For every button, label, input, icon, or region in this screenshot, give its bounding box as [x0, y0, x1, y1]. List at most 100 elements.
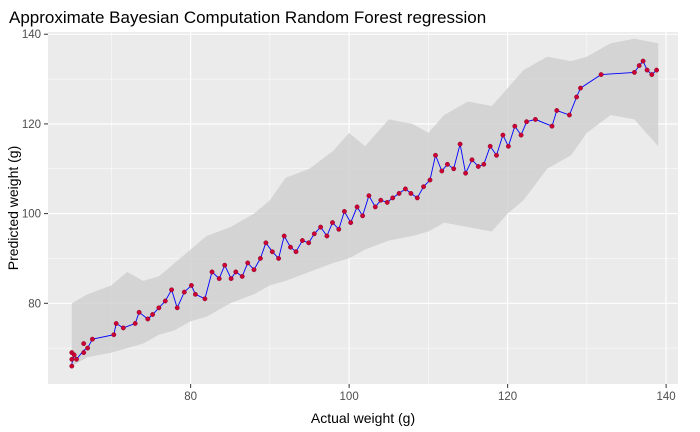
data-point: [348, 220, 354, 226]
data-point: [390, 195, 396, 201]
data-point: [74, 356, 79, 362]
data-point: [257, 255, 263, 261]
data-point: [518, 132, 524, 138]
data-point: [311, 231, 317, 237]
data-point: [111, 332, 117, 338]
data-point: [439, 168, 445, 174]
data-point: [263, 240, 269, 246]
data-point: [192, 291, 198, 297]
data-point: [222, 262, 228, 268]
data-point: [181, 289, 187, 295]
data-point: [251, 267, 257, 273]
data-point: [162, 298, 168, 304]
data-point: [245, 260, 251, 266]
data-point: [469, 157, 475, 163]
data-point: [533, 117, 538, 122]
data-point: [481, 161, 487, 167]
data-point: [574, 94, 579, 100]
data-point: [81, 341, 87, 346]
y-tick-label: 140: [22, 29, 41, 41]
data-point: [366, 193, 372, 199]
data-point: [90, 336, 95, 342]
data-point: [567, 112, 572, 118]
x-tick-label: 120: [498, 391, 517, 403]
data-point: [408, 190, 414, 196]
data-point: [341, 208, 347, 214]
data-point: [505, 143, 511, 149]
data-point: [524, 119, 529, 125]
data-point: [378, 197, 384, 203]
data-point: [233, 269, 239, 275]
x-tick-label: 80: [184, 391, 197, 403]
data-point: [318, 224, 323, 230]
data-point: [402, 186, 408, 192]
data-point: [360, 213, 365, 219]
data-point: [169, 287, 175, 293]
data-point: [239, 273, 245, 279]
data-point: [372, 204, 378, 210]
data-point: [281, 233, 287, 239]
data-point: [202, 296, 208, 302]
data-point: [549, 123, 555, 129]
data-point: [209, 269, 215, 275]
data-point: [156, 305, 162, 311]
data-point: [324, 233, 330, 239]
data-point: [463, 170, 468, 176]
data-point: [71, 352, 77, 358]
data-point: [487, 143, 493, 149]
data-point: [644, 67, 650, 73]
prediction-interval-ribbon: [71, 38, 659, 367]
data-point: [69, 356, 75, 362]
data-point: [145, 316, 151, 322]
data-point: [113, 321, 119, 326]
data-point: [354, 204, 360, 210]
data-point: [132, 321, 138, 326]
data-point: [414, 195, 420, 201]
data-point: [598, 72, 604, 78]
ribbon-area: [71, 38, 659, 367]
data-point: [336, 226, 342, 232]
data-points: [69, 58, 659, 369]
data-point: [85, 345, 91, 351]
data-point: [216, 276, 222, 281]
x-axis-title: Actual weight (g): [311, 410, 415, 426]
y-tick-label: 100: [22, 209, 41, 221]
data-point: [427, 177, 433, 183]
y-tick-label: 80: [28, 298, 41, 310]
y-axis-title: Predicted weight (g): [5, 146, 21, 271]
data-point: [554, 108, 560, 113]
data-point: [299, 238, 305, 243]
y-tick-label: 120: [22, 119, 41, 131]
y-axis: 80 100 120 140: [22, 29, 48, 310]
data-point: [640, 58, 646, 64]
data-point: [150, 312, 156, 317]
data-point: [636, 63, 642, 68]
data-point: [451, 166, 457, 172]
data-point: [269, 249, 275, 255]
data-point: [69, 363, 75, 369]
data-point: [444, 161, 450, 167]
data-point: [174, 305, 180, 311]
data-point: [500, 132, 506, 138]
x-tick-label: 100: [340, 391, 359, 403]
data-point: [457, 141, 463, 147]
x-axis: 80 100 120 140: [184, 384, 676, 403]
data-point: [81, 350, 87, 355]
data-point: [306, 240, 312, 246]
data-point: [384, 199, 390, 205]
data-point: [654, 67, 659, 73]
data-point: [396, 190, 402, 196]
data-point: [293, 249, 299, 255]
data-point: [276, 255, 281, 261]
chart-title: Approximate Bayesian Computation Random …: [9, 8, 486, 27]
data-point: [494, 152, 499, 158]
data-point: [136, 309, 142, 315]
data-point: [578, 85, 583, 91]
data-point: [330, 220, 335, 226]
data-point: [421, 184, 426, 190]
data-point: [188, 282, 194, 288]
data-point: [649, 72, 655, 78]
data-point: [120, 325, 126, 331]
